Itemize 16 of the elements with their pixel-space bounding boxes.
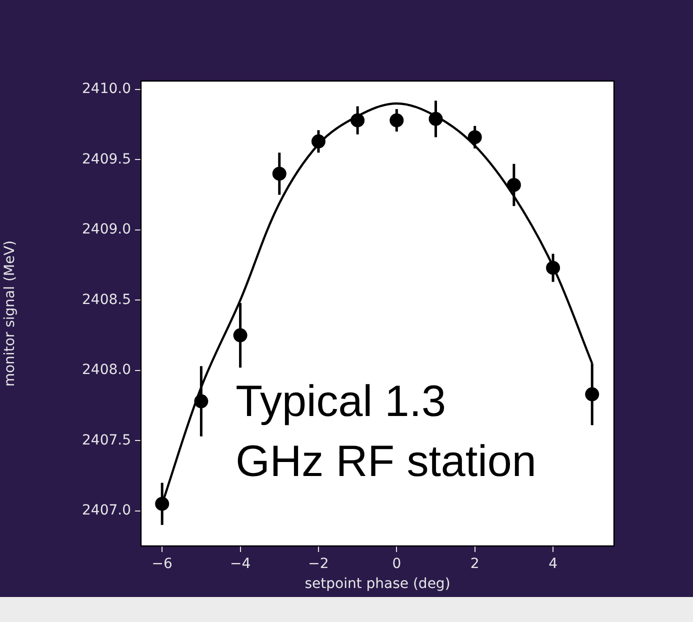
y-tick-label: 2410.0 [82, 81, 131, 98]
y-tick-label: 2409.0 [82, 222, 131, 238]
y-tick-label: 2407.0 [82, 502, 131, 519]
x-tick-label: 4 [548, 556, 558, 572]
x-axis-title: setpoint phase (deg) [304, 576, 450, 592]
y-tick-label: 2408.0 [82, 362, 131, 378]
x-tick-label: −4 [230, 556, 251, 572]
y-axis-title: monitor signal (MeV) [2, 240, 18, 387]
x-tick-label: −6 [152, 556, 173, 572]
annotation: Typical 1.3 GHz RF station [236, 376, 536, 486]
x-tick-label: −2 [308, 556, 329, 572]
x-tick-label: 2 [470, 556, 480, 572]
y-tick-label: 2409.5 [82, 151, 131, 168]
y-tick-label: 2407.5 [82, 432, 131, 448]
y-tick-label: 2408.5 [82, 292, 131, 308]
x-tick-label: 0 [392, 556, 402, 572]
